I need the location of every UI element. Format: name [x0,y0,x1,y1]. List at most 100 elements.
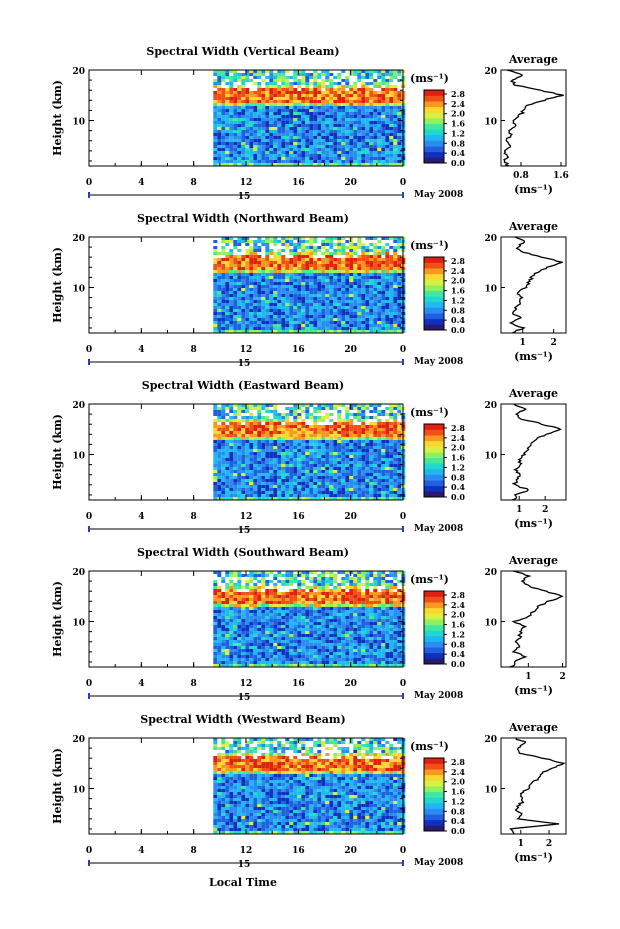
heatmap-cell [233,446,238,449]
heatmap-cell [385,574,390,577]
heatmap-cell [233,458,238,461]
heatmap-cell [265,264,270,267]
heatmap-cell [245,103,250,106]
heatmap-cell [273,124,278,127]
heatmap-cell [265,416,270,419]
heatmap-cell [301,160,306,163]
heatmap-cell [293,279,298,282]
heatmap-cell [233,455,238,458]
heatmap-cell [333,151,338,154]
heatmap-cell [313,452,318,455]
heatmap-cell [345,586,350,589]
heatmap-cell [237,306,242,309]
heatmap-cell [345,431,350,434]
heatmap-cell [321,583,326,586]
heatmap-cell [277,70,282,73]
heatmap-cell [221,276,226,279]
heatmap-cell [301,318,306,321]
heatmap-cell [357,279,362,282]
heatmap-cell [329,94,334,97]
heatmap-cell [345,574,350,577]
heatmap-cell [241,282,246,285]
heatmap-cell [285,577,290,580]
heatmap-cell [245,282,250,285]
heatmap-cell [305,124,310,127]
heatmap-cell [305,255,310,258]
heatmap-cell [341,127,346,130]
heatmap-cell [349,103,354,106]
heatmap-cell [229,479,234,482]
y-tick-label: 20 [72,67,85,77]
heatmap-cell [229,94,234,97]
heatmap-cell [333,282,338,285]
heatmap-cell [281,419,286,422]
heatmap-cell [357,103,362,106]
heatmap-cell [329,100,334,103]
heatmap-cell [381,151,386,154]
heatmap-cell [377,261,382,264]
heatmap-cell [245,261,250,264]
heatmap-cell [225,592,230,595]
heatmap-cell [229,240,234,243]
heatmap-cell [397,243,402,246]
heatmap-cell [245,407,250,410]
heatmap-cell [241,312,246,315]
heatmap-cell [217,425,222,428]
heatmap-cell [325,243,330,246]
heatmap-cell [281,73,286,76]
heatmap-cell [337,154,342,157]
heatmap-cell [389,491,394,494]
heatmap-cell [393,494,398,497]
heatmap-cell [313,446,318,449]
heatmap-cell [317,437,322,440]
heatmap-cell [273,157,278,160]
heatmap-cell [265,133,270,136]
heatmap-cell [217,279,222,282]
heatmap-cell [365,592,370,595]
heatmap-cell [221,285,226,288]
heatmap-cell [285,440,290,443]
colorbar-tick-label: 0.8 [451,472,465,482]
heatmap-cell [349,425,354,428]
heatmap-cell [341,482,346,485]
heatmap-cell [393,309,398,312]
heatmap-cell [221,419,226,422]
heatmap-cell [281,306,286,309]
heatmap-cell [273,440,278,443]
heatmap-cell [341,279,346,282]
colorbar-segment [424,112,444,119]
heatmap-cell [381,258,386,261]
heatmap-cell [333,473,338,476]
heatmap-cell [385,419,390,422]
heatmap-cell [273,300,278,303]
heatmap-cell [245,485,250,488]
heatmap-cell [381,449,386,452]
heatmap-cell [265,476,270,479]
heatmap-cell [297,312,302,315]
heatmap-cell [385,485,390,488]
heatmap-cell [293,237,298,240]
heatmap-cell [365,467,370,470]
heatmap-cell [305,148,310,151]
heatmap-cell [265,300,270,303]
heatmap-cell [221,303,226,306]
heatmap-cell [305,443,310,446]
heatmap-cell [357,258,362,261]
heatmap-cell [233,142,238,145]
heatmap-cell [273,118,278,121]
heatmap-cell [385,434,390,437]
heatmap-cell [325,103,330,106]
heatmap-cell [237,279,242,282]
heatmap-cell [233,288,238,291]
heatmap-cell [213,300,218,303]
heatmap-cell [377,273,382,276]
heatmap-cell [229,112,234,115]
heatmap-cell [289,446,294,449]
heatmap-cell [349,112,354,115]
heatmap-cell [377,455,382,458]
heatmap-cell [329,297,334,300]
heatmap-cell [345,115,350,118]
heatmap-cell [297,327,302,330]
heatmap-cell [345,106,350,109]
heatmap-cell [289,321,294,324]
